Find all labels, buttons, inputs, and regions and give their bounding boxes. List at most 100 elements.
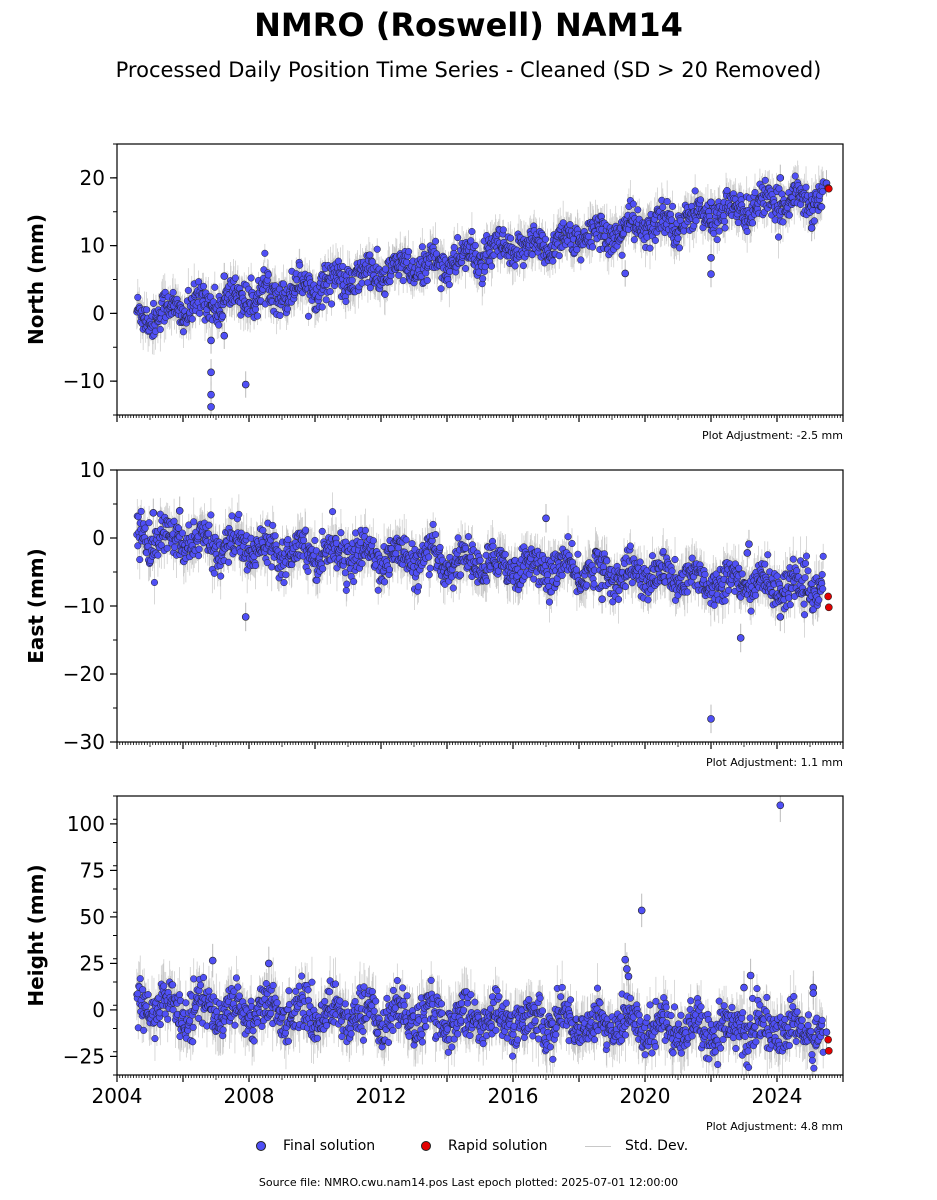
final-point [715, 227, 723, 235]
final-point [264, 271, 272, 279]
final-point [432, 237, 440, 245]
final-point [399, 277, 407, 285]
final-point [468, 228, 476, 236]
final-point [261, 249, 269, 257]
final-point [646, 244, 654, 252]
final-point [143, 306, 151, 314]
final-point [251, 561, 260, 570]
final-point [284, 536, 292, 544]
final-point [519, 262, 527, 270]
final-point [629, 200, 637, 208]
final-point [282, 571, 290, 579]
final-point [381, 290, 389, 298]
final-outlier-point [707, 198, 715, 207]
final-point [259, 526, 267, 534]
final-point [791, 172, 799, 180]
final-point [337, 529, 345, 537]
final-point [577, 256, 585, 264]
final-point [775, 233, 783, 241]
chart-subtitle: Processed Daily Position Time Series - C… [115, 58, 822, 82]
final-point [350, 578, 358, 586]
final-outlier-point [807, 224, 816, 232]
final-point [134, 293, 142, 301]
final-point [137, 507, 145, 515]
final-outlier-point [621, 269, 630, 278]
final-point [751, 188, 759, 197]
final-point [487, 262, 496, 270]
final-point [499, 226, 507, 234]
final-point [304, 312, 313, 320]
final-outlier-point [707, 254, 715, 262]
final-point [312, 547, 320, 555]
final-point [395, 271, 403, 279]
final-point [454, 234, 462, 242]
final-point [188, 315, 196, 323]
final-point [329, 508, 337, 516]
final-point [674, 234, 682, 242]
final-point [358, 560, 366, 568]
final-point [171, 543, 179, 551]
final-point [311, 536, 319, 544]
final-point [190, 518, 198, 526]
final-outlier-point [207, 403, 215, 411]
final-point [134, 542, 142, 550]
final-point [382, 265, 390, 273]
final-outlier-point [207, 390, 215, 399]
final-point [253, 312, 262, 320]
final-point [184, 286, 192, 294]
final-point [630, 236, 638, 244]
final-point [775, 185, 783, 193]
final-point [199, 282, 208, 290]
final-point [761, 176, 769, 184]
final-point [810, 217, 818, 225]
final-point [235, 510, 243, 518]
final-point [713, 236, 721, 244]
final-point [721, 224, 729, 232]
final-point [204, 530, 212, 538]
final-point [748, 219, 757, 227]
final-point [743, 227, 751, 236]
final-points [133, 172, 833, 411]
final-point [663, 197, 671, 206]
final-point [479, 275, 487, 283]
final-point [156, 325, 164, 333]
final-point [721, 217, 729, 226]
final-point [692, 217, 700, 225]
final-point [348, 276, 356, 284]
final-point [475, 268, 483, 276]
final-point [366, 251, 374, 259]
chart-title: NMRO (Roswell) NAM14 [254, 6, 683, 44]
final-point [418, 243, 426, 251]
final-point [450, 243, 458, 251]
final-point [322, 296, 330, 304]
final-point [268, 563, 276, 571]
final-point [618, 251, 626, 259]
final-point [280, 579, 288, 587]
final-point [196, 309, 204, 317]
final-outlier-point [207, 336, 215, 345]
y-tick-label: 0 [92, 301, 105, 325]
final-point [170, 517, 178, 525]
final-point [210, 569, 218, 577]
final-point [318, 303, 326, 311]
final-point [228, 512, 236, 520]
final-point [343, 580, 351, 588]
final-point [342, 586, 350, 594]
final-outlier-point [220, 272, 229, 280]
final-outlier-point [776, 174, 785, 182]
final-point [145, 519, 153, 527]
final-point [141, 524, 149, 532]
final-point [326, 287, 334, 296]
final-point [589, 243, 597, 251]
final-point [215, 321, 223, 329]
final-point [366, 284, 374, 292]
y-tick-label: 10 [80, 234, 105, 258]
final-point [195, 545, 203, 553]
final-point [634, 206, 642, 214]
rapid-point [825, 184, 833, 193]
final-point [386, 278, 394, 286]
final-point [219, 312, 227, 320]
final-point [313, 576, 321, 584]
final-point [231, 274, 239, 282]
